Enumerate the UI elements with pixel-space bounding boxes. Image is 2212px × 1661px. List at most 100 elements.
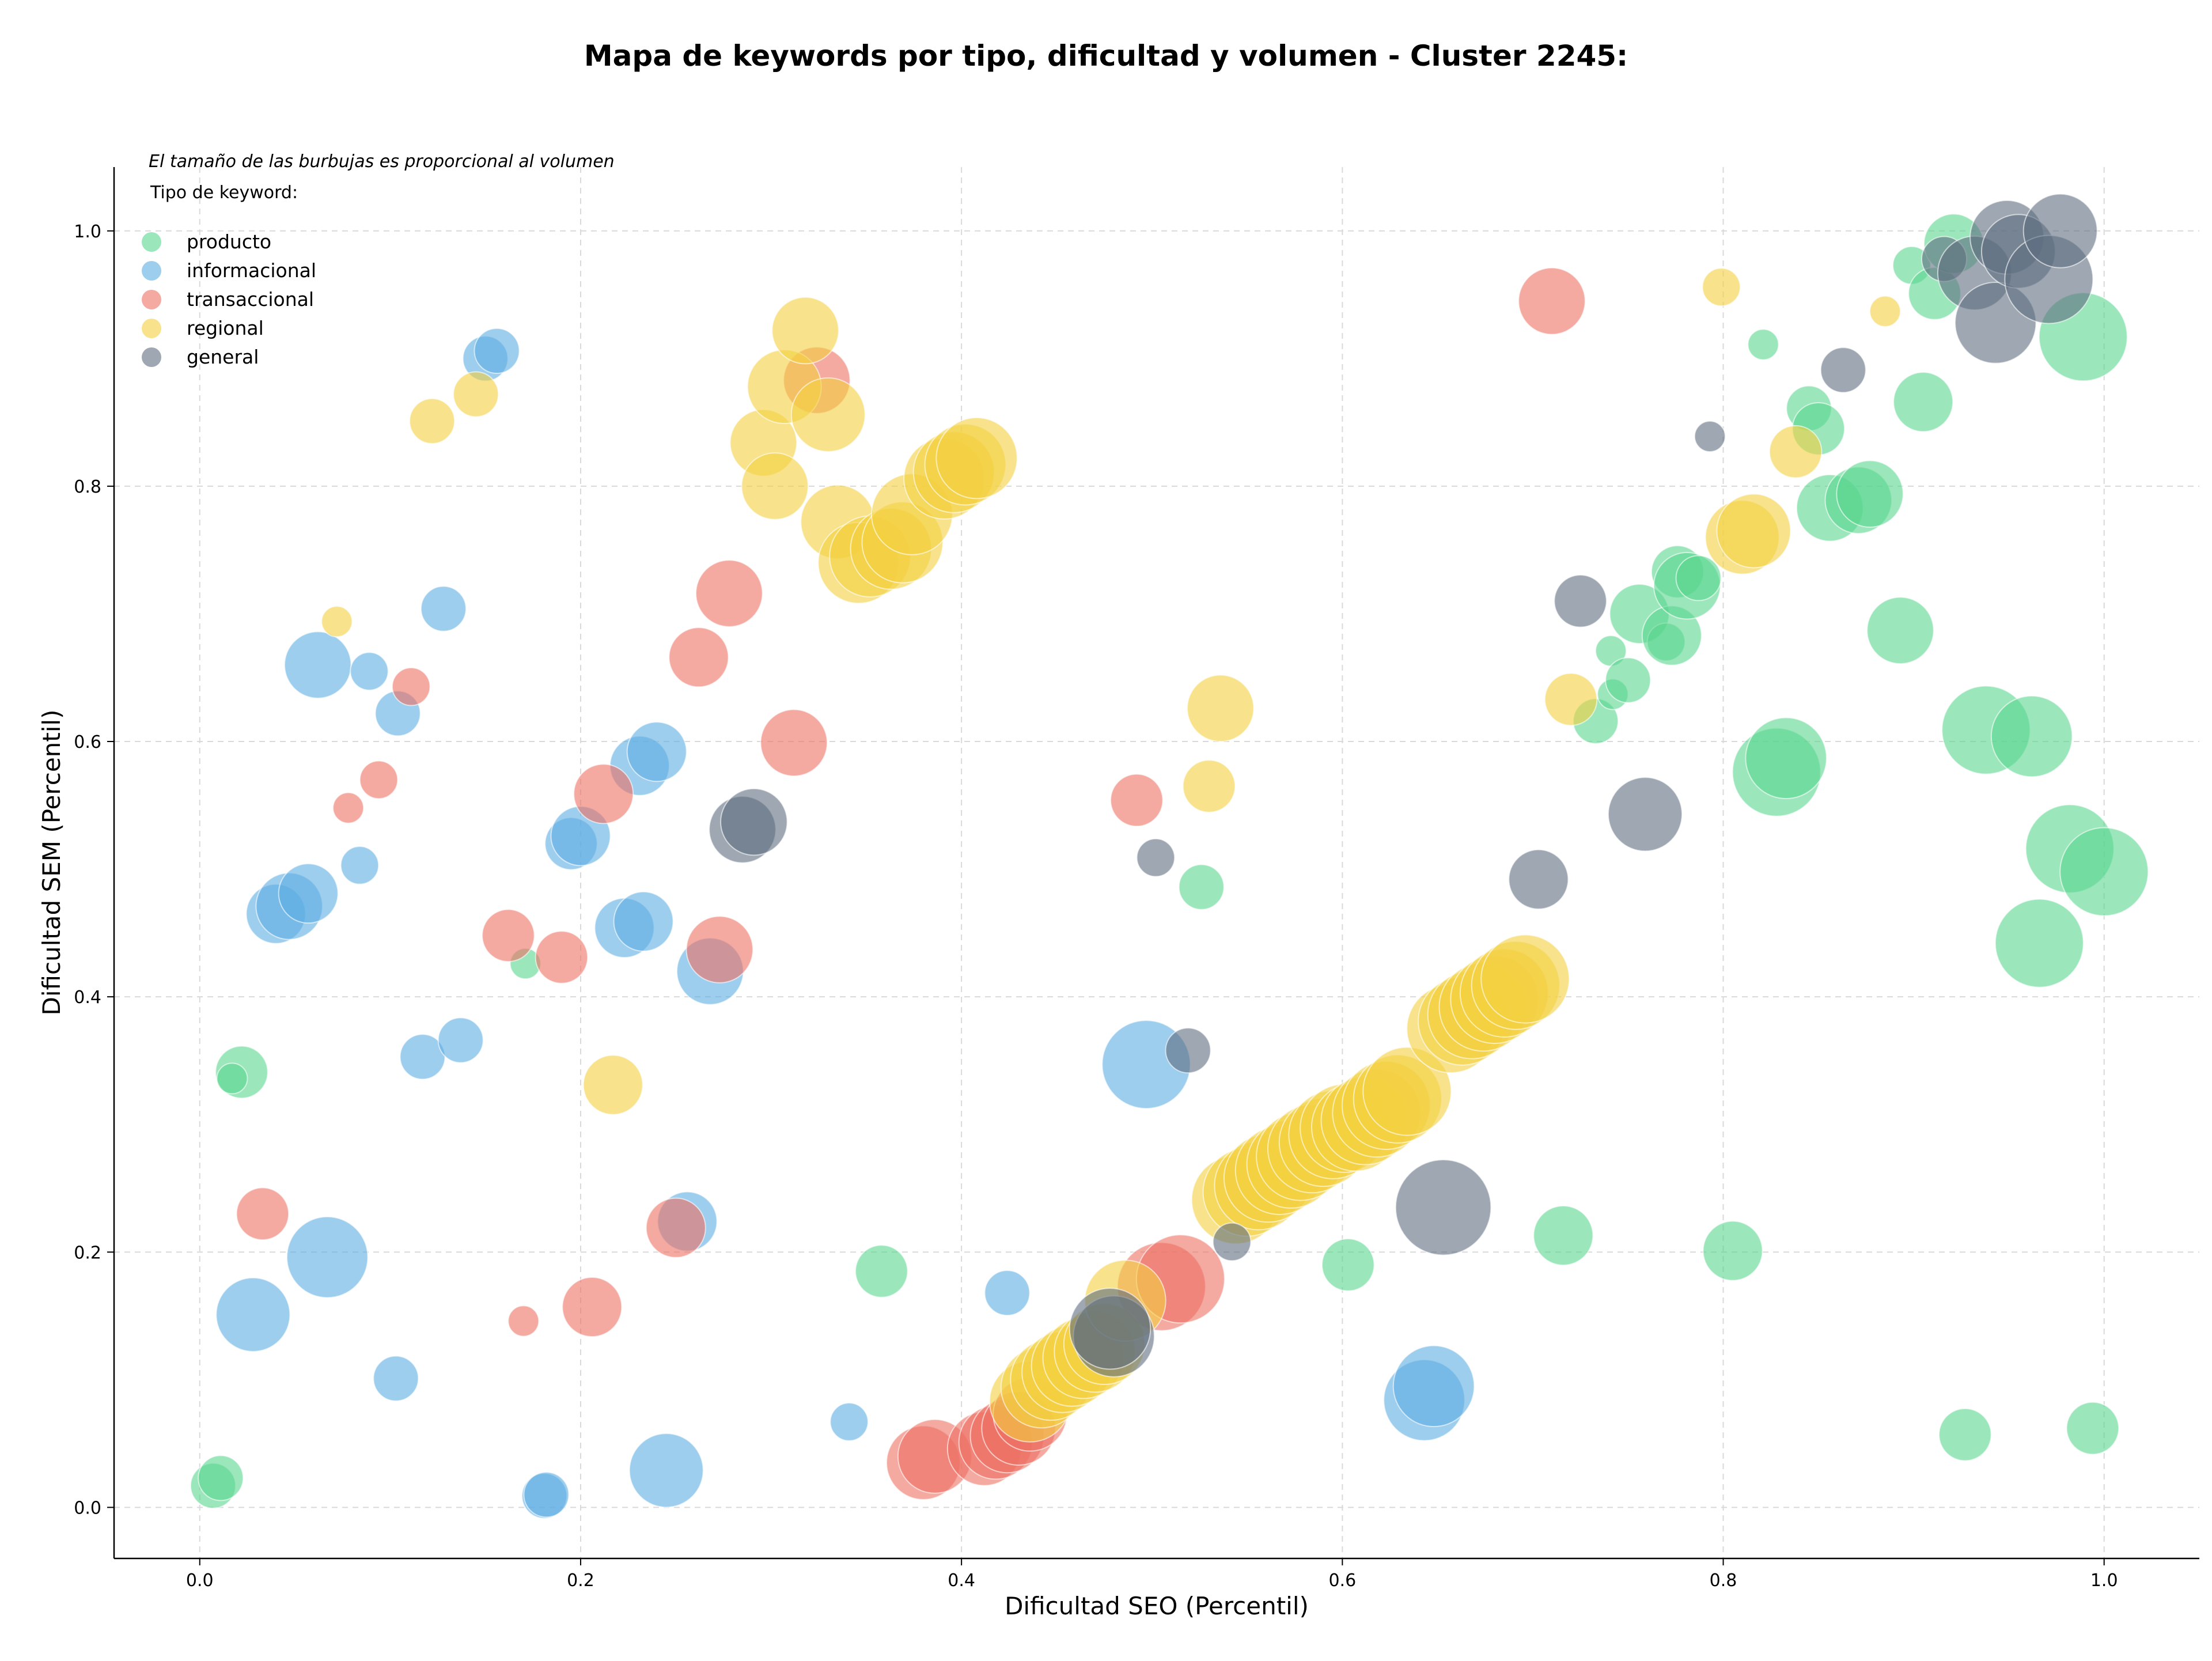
- producto-bubble: [216, 1062, 248, 1095]
- general-bubble: [1554, 574, 1607, 628]
- producto-bubble: [1893, 372, 1954, 433]
- informacional-bubble: [628, 1433, 704, 1508]
- general-bubble: [1165, 1027, 1211, 1074]
- informacional-bubble: [984, 1270, 1031, 1316]
- informacional-bubble: [215, 1277, 291, 1352]
- producto-bubble: [1866, 596, 1934, 665]
- general-bubble: [1212, 1222, 1252, 1262]
- x-tick-label: 0.4: [948, 1571, 975, 1591]
- informacional-bubble: [523, 1471, 570, 1518]
- legend-label-transaccional: transaccional: [187, 288, 314, 311]
- transaccional-bubble: [535, 930, 589, 984]
- producto-bubble: [2066, 1401, 2120, 1455]
- chart-title: Mapa de keywords por tipo, dificultad y …: [584, 39, 1628, 73]
- transaccional-bubble: [645, 1197, 706, 1258]
- series-general: [709, 193, 2098, 1378]
- producto-bubble: [1745, 717, 1827, 800]
- regional-bubble: [935, 417, 1018, 500]
- transaccional-bubble: [391, 667, 431, 706]
- x-ticks: 0.0 0.2 0.4 0.6 0.8 1.0: [186, 1558, 2118, 1591]
- informacional-bubble: [437, 1017, 484, 1064]
- legend-marker-regional: [142, 319, 161, 338]
- producto-bubble: [198, 1455, 244, 1501]
- legend-label-regional: regional: [187, 317, 264, 339]
- producto-bubble: [1675, 555, 1722, 601]
- transaccional-bubble: [695, 559, 763, 627]
- general-bubble: [1395, 1159, 1492, 1256]
- producto-bubble: [1533, 1205, 1594, 1266]
- transaccional-bubble: [668, 627, 729, 688]
- y-tick-label: 0.2: [74, 1243, 101, 1263]
- regional-bubble: [1480, 934, 1570, 1024]
- general-bubble: [1694, 420, 1726, 452]
- informacional-bubble: [373, 1355, 419, 1402]
- legend: producto informacional transaccional region…: [142, 230, 316, 368]
- transaccional-bubble: [1110, 773, 1164, 827]
- producto-bubble: [1605, 657, 1652, 703]
- x-tick-label: 1.0: [2090, 1571, 2118, 1591]
- transaccional-bubble: [685, 915, 754, 983]
- legend-marker-producto: [142, 232, 161, 252]
- y-tick-label: 0.4: [74, 987, 101, 1008]
- general-bubble: [1069, 1287, 1152, 1370]
- legend-label-informacional: informacional: [187, 259, 316, 282]
- size-annotation: El tamaño de las burbujas es proporciona…: [149, 152, 615, 172]
- transaccional-bubble: [1518, 267, 1586, 335]
- regional-bubble: [1716, 493, 1791, 569]
- series-transaccional: [236, 267, 1586, 1500]
- producto-bubble: [1321, 1238, 1375, 1292]
- legend-label-general: general: [187, 346, 259, 368]
- y-tick-label: 0.6: [74, 732, 101, 752]
- transaccional-bubble: [359, 760, 399, 800]
- legend-marker-informacional: [142, 261, 161, 281]
- informacional-bubble: [474, 328, 520, 374]
- producto-bubble: [1938, 1408, 1992, 1462]
- regional-bubble: [790, 377, 866, 452]
- producto-bubble: [855, 1244, 908, 1298]
- y-tick-label: 0.8: [74, 477, 101, 497]
- informacional-bubble: [350, 652, 389, 691]
- x-tick-label: 0.0: [186, 1571, 214, 1591]
- informacional-bubble: [283, 631, 352, 699]
- informacional-bubble: [613, 891, 674, 952]
- regional-bubble: [771, 296, 839, 365]
- regional-bubble: [582, 1054, 643, 1115]
- general-bubble: [2022, 193, 2098, 268]
- regional-bubble: [1544, 672, 1598, 727]
- producto-bubble: [2059, 827, 2149, 917]
- regional-bubble: [1182, 759, 1236, 813]
- y-tick-label: 0.0: [74, 1498, 101, 1518]
- producto-bubble: [1836, 460, 1904, 528]
- transaccional-bubble: [332, 792, 365, 824]
- transaccional-bubble: [562, 1277, 623, 1338]
- producto-bubble: [1747, 328, 1779, 361]
- regional-bubble: [1186, 674, 1255, 743]
- y-tick-label: 1.0: [74, 222, 101, 242]
- producto-bubble: [1178, 864, 1225, 910]
- informacional-bubble: [340, 846, 380, 885]
- regional-bubble: [1362, 1046, 1452, 1136]
- transaccional-bubble: [236, 1187, 290, 1241]
- general-bubble: [1820, 347, 1866, 394]
- bubbles-layer: [190, 193, 2149, 1519]
- regional-bubble: [321, 606, 353, 638]
- legend-marker-transaccional: [142, 290, 161, 309]
- regional-bubble: [1702, 267, 1741, 307]
- general-bubble: [720, 788, 788, 856]
- regional-bubble: [1869, 295, 1902, 327]
- informacional-bubble: [830, 1402, 869, 1441]
- x-tick-label: 0.8: [1710, 1571, 1737, 1591]
- transaccional-bubble: [760, 709, 828, 777]
- transaccional-bubble: [507, 1305, 540, 1337]
- informacional-bubble: [626, 721, 687, 782]
- x-tick-label: 0.2: [567, 1571, 594, 1591]
- series-informacional: [215, 328, 1475, 1519]
- informacional-bubble: [420, 585, 467, 632]
- legend-label-producto: producto: [187, 230, 271, 253]
- producto-bubble: [1990, 695, 2073, 778]
- regional-bubble: [453, 371, 499, 418]
- legend-marker-general: [142, 347, 161, 367]
- y-axis-label: Dificultad SEM (Percentil): [37, 710, 66, 1016]
- general-bubble: [1508, 849, 1569, 910]
